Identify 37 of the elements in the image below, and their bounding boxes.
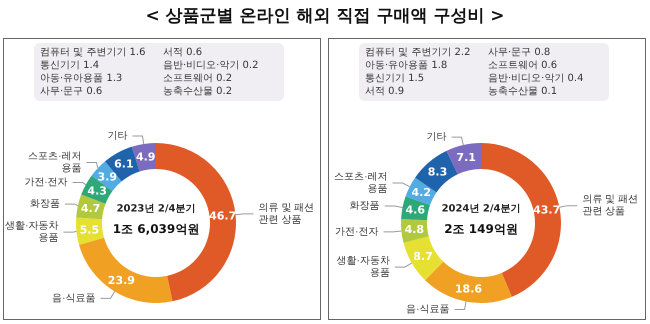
data-label: 4.9 bbox=[136, 150, 156, 164]
slice-label: 음·식료품 bbox=[52, 292, 96, 304]
note-box: 컴퓨터 및 주변기기 2.2 아동·유아용품 1.8 통신기기 1.5 서적 0.9 사무·문구 0.8 소프트웨어 0.6 음반·비디오·악기 0.4 농축수산물 0.1 bbox=[359, 43, 609, 101]
text: 2024년 2/4분기 bbox=[442, 204, 520, 214]
slice-label: 기타 bbox=[108, 130, 128, 142]
data-label: 4.2 bbox=[412, 186, 432, 200]
slice-label: 기타 bbox=[426, 132, 447, 143]
text: 2조 149억원 bbox=[444, 222, 518, 236]
data-label: 8.7 bbox=[413, 250, 433, 264]
slice-label: 가전·전자 bbox=[24, 177, 68, 188]
slice-label: 가전·전자 bbox=[335, 226, 378, 238]
data-label: 4.6 bbox=[406, 204, 426, 217]
slice-label: 생활·자동차용품 bbox=[336, 256, 390, 279]
data-label: 18.6 bbox=[454, 282, 482, 296]
data-label: 43.7 bbox=[533, 203, 560, 216]
data-label: 3.9 bbox=[98, 170, 118, 184]
slice-label: 화장품 bbox=[350, 200, 380, 212]
data-label: 4.8 bbox=[404, 223, 424, 236]
data-label: 23.9 bbox=[108, 274, 135, 287]
note-box: 컴퓨터 및 주변기기 1.6 통신기기 1.4 아동·유아용품 1.3 사무·문구 0.6 서적 0.6 음반·비디오·악기 0.2 소프트웨어 0.2 농축수산물 0.2 bbox=[34, 43, 284, 101]
data-label: 6.1 bbox=[114, 158, 134, 171]
chart-title: < 상품군별 온라인 해외 직접 구매액 구성비 > bbox=[144, 5, 506, 27]
data-label: 5.5 bbox=[80, 223, 100, 236]
data-label: 4.3 bbox=[87, 184, 107, 198]
slice-label: 음·식료품 bbox=[406, 304, 450, 315]
slice-label: 스포츠·레저용품 bbox=[28, 151, 82, 174]
data-label: 4.7 bbox=[80, 202, 100, 216]
slice-label: 생활·자동차용품 bbox=[5, 220, 58, 244]
text: 1조 6,039억원 bbox=[112, 222, 200, 236]
slice-label: 화장품 bbox=[30, 198, 60, 210]
slice-label: 의류 및 패션 관련 상품 bbox=[582, 194, 641, 218]
data-label: 46.7 bbox=[209, 210, 236, 223]
slice-label: 의류 및 패션 관련 상품 bbox=[258, 202, 317, 226]
text: 2023년 2/4분기 bbox=[116, 204, 196, 214]
data-label: 7.1 bbox=[456, 151, 476, 164]
data-label: 8.3 bbox=[428, 166, 448, 179]
slice-label: 스포츠·레저용품 bbox=[334, 172, 388, 195]
